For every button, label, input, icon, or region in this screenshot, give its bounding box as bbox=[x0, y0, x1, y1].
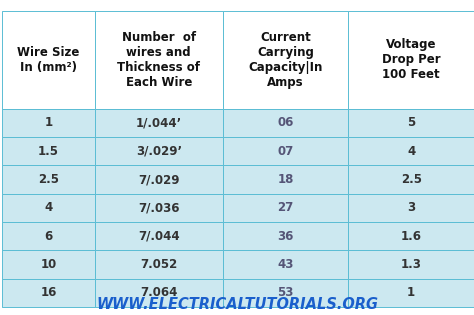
Bar bbox=[223, 279, 348, 307]
Bar bbox=[95, 165, 223, 194]
Bar bbox=[348, 11, 474, 109]
Bar bbox=[2, 250, 95, 279]
Bar bbox=[2, 109, 95, 137]
Bar bbox=[223, 194, 348, 222]
Text: 1/.044’: 1/.044’ bbox=[136, 116, 182, 129]
Bar bbox=[348, 109, 474, 137]
Text: 7.064: 7.064 bbox=[140, 286, 177, 300]
Bar bbox=[95, 194, 223, 222]
Text: 1.3: 1.3 bbox=[401, 258, 422, 271]
Text: 4: 4 bbox=[45, 201, 53, 215]
Text: 4: 4 bbox=[407, 145, 415, 158]
Text: 3: 3 bbox=[407, 201, 415, 215]
Bar bbox=[348, 137, 474, 165]
Text: Wire Size
In (mm²): Wire Size In (mm²) bbox=[18, 46, 80, 74]
Text: 36: 36 bbox=[277, 230, 294, 243]
Text: 07: 07 bbox=[277, 145, 294, 158]
Text: 7/.044: 7/.044 bbox=[138, 230, 180, 243]
Text: 1.6: 1.6 bbox=[401, 230, 422, 243]
Text: 1: 1 bbox=[45, 116, 53, 129]
Bar bbox=[95, 11, 223, 109]
Bar bbox=[2, 165, 95, 194]
Bar bbox=[223, 109, 348, 137]
Text: 16: 16 bbox=[40, 286, 57, 300]
Bar bbox=[2, 222, 95, 250]
Text: 43: 43 bbox=[277, 258, 294, 271]
Bar bbox=[223, 222, 348, 250]
Text: Current
Carrying
Capacity|In
Amps: Current Carrying Capacity|In Amps bbox=[248, 31, 323, 89]
Bar bbox=[2, 279, 95, 307]
Bar bbox=[2, 11, 95, 109]
Text: 7.052: 7.052 bbox=[140, 258, 177, 271]
Bar bbox=[95, 137, 223, 165]
Text: 18: 18 bbox=[277, 173, 294, 186]
Text: 2.5: 2.5 bbox=[38, 173, 59, 186]
Text: 1.5: 1.5 bbox=[38, 145, 59, 158]
Text: 10: 10 bbox=[40, 258, 57, 271]
Bar bbox=[348, 222, 474, 250]
Bar bbox=[223, 250, 348, 279]
Text: 27: 27 bbox=[277, 201, 294, 215]
Text: Voltage
Drop Per
100 Feet: Voltage Drop Per 100 Feet bbox=[382, 38, 440, 81]
Text: WWW.ELECTRICALTUTORIALS.ORG: WWW.ELECTRICALTUTORIALS.ORG bbox=[96, 297, 378, 312]
Text: 5: 5 bbox=[407, 116, 415, 129]
Bar bbox=[95, 222, 223, 250]
Bar bbox=[348, 165, 474, 194]
Bar bbox=[95, 109, 223, 137]
Text: 3/.029’: 3/.029’ bbox=[136, 145, 182, 158]
Bar bbox=[2, 194, 95, 222]
Bar bbox=[223, 11, 348, 109]
Bar bbox=[348, 194, 474, 222]
Bar bbox=[348, 250, 474, 279]
Text: Number  of
wires and
Thickness of
Each Wire: Number of wires and Thickness of Each Wi… bbox=[117, 31, 201, 89]
Bar bbox=[348, 279, 474, 307]
Text: 06: 06 bbox=[277, 116, 294, 129]
Text: 1: 1 bbox=[407, 286, 415, 300]
Text: 7/.036: 7/.036 bbox=[138, 201, 180, 215]
Text: 53: 53 bbox=[277, 286, 294, 300]
Bar bbox=[95, 279, 223, 307]
Text: 7/.029: 7/.029 bbox=[138, 173, 180, 186]
Text: 6: 6 bbox=[45, 230, 53, 243]
Text: 2.5: 2.5 bbox=[401, 173, 422, 186]
Bar bbox=[223, 165, 348, 194]
Bar bbox=[2, 137, 95, 165]
Bar bbox=[223, 137, 348, 165]
Bar bbox=[95, 250, 223, 279]
